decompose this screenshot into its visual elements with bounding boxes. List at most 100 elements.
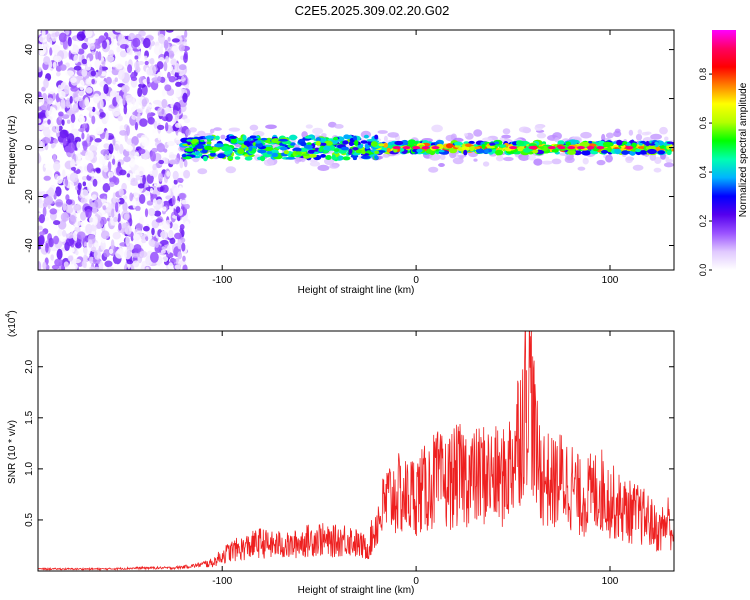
noise-blob — [45, 264, 50, 270]
noise-blob — [168, 50, 175, 59]
noise-blob — [97, 198, 102, 203]
band-blob — [289, 134, 298, 141]
halo-blob — [225, 166, 237, 174]
noise-blob — [48, 88, 56, 94]
noise-blob — [152, 132, 158, 139]
noise-blob — [71, 263, 78, 270]
noise-blob — [47, 187, 55, 198]
noise-blob — [81, 175, 88, 181]
band-blob — [198, 153, 203, 157]
x-tick-label: -100 — [212, 576, 232, 587]
band-blob — [244, 154, 249, 157]
band-blob — [557, 140, 565, 146]
halo-blob — [577, 166, 586, 171]
halo-blob — [482, 137, 493, 142]
noise-blob — [123, 86, 127, 98]
noise-blob — [96, 111, 100, 116]
noise-blob — [113, 111, 121, 116]
noise-blob — [94, 266, 100, 270]
band-blob — [255, 142, 264, 148]
noise-blob — [52, 61, 57, 69]
noise-blob — [144, 208, 149, 218]
noise-blob — [170, 58, 177, 66]
noise-blob — [139, 250, 148, 258]
noise-blob — [120, 44, 129, 49]
noise-blob — [102, 205, 106, 210]
band-blob — [353, 135, 357, 141]
noise-blob — [118, 197, 125, 205]
band-blob — [198, 141, 206, 145]
noise-blob — [113, 177, 120, 186]
halo-blob — [528, 154, 536, 161]
noise-blob — [165, 122, 169, 132]
noise-blob — [154, 242, 159, 248]
colorbar-tick-label: 0.6 — [698, 117, 708, 130]
y-tick-label: 0 — [24, 144, 35, 150]
noise-blob — [144, 55, 148, 61]
noise-blob — [38, 118, 42, 124]
snr-y-scale-label: (x104) — [5, 310, 18, 337]
noise-blob — [179, 224, 185, 230]
noise-blob — [92, 206, 98, 214]
band-blob — [285, 157, 296, 160]
halo-blob — [635, 133, 643, 141]
noise-blob — [177, 251, 182, 260]
band-blob — [606, 146, 612, 153]
noise-blob — [115, 249, 124, 259]
snr-series-line — [38, 331, 674, 571]
peak-mark — [392, 146, 401, 150]
noise-blob — [144, 60, 149, 66]
noise-blob — [182, 92, 188, 103]
noise-blob — [65, 233, 74, 239]
band-blob — [598, 140, 605, 144]
noise-blob — [108, 248, 114, 255]
noise-blob — [119, 50, 127, 58]
band-blob — [271, 138, 281, 144]
noise-blob — [102, 183, 111, 193]
noise-blob — [83, 37, 89, 42]
noise-blob — [69, 172, 79, 183]
halo-blob — [428, 166, 439, 173]
band-blob — [481, 143, 486, 149]
band-blob — [320, 142, 327, 146]
noise-blob — [165, 195, 172, 200]
spectrogram-frame — [37, 29, 675, 271]
band-blob — [289, 142, 296, 146]
noise-blob — [65, 225, 72, 232]
band-blob — [637, 146, 646, 149]
noise-blob — [99, 216, 107, 225]
noise-blob — [167, 140, 175, 147]
band-blob — [342, 156, 351, 161]
band-blob — [621, 150, 629, 155]
noise-blob — [87, 182, 92, 193]
noise-blob — [167, 36, 171, 42]
band-blob — [567, 150, 576, 155]
halo-blob — [502, 128, 511, 135]
noise-blob — [47, 103, 51, 112]
noise-blob — [60, 212, 69, 222]
halo-blob — [654, 156, 662, 164]
band-blob — [331, 154, 336, 161]
noise-blob — [148, 239, 156, 247]
noise-blob — [51, 264, 60, 270]
noise-blob — [134, 55, 139, 60]
halo-blob — [637, 129, 642, 135]
noise-blob — [113, 263, 119, 270]
noise-blob — [42, 261, 47, 270]
noise-blob — [174, 122, 182, 128]
halo-blob — [533, 158, 543, 166]
noise-blob — [120, 38, 129, 45]
noise-blob — [67, 142, 75, 154]
noise-blob — [70, 113, 76, 123]
band-blob — [304, 136, 313, 139]
noise-blob — [129, 158, 136, 168]
noise-blob — [121, 182, 127, 192]
noise-blob — [89, 144, 98, 153]
noise-blob — [107, 217, 110, 222]
band-blob — [283, 150, 289, 155]
noise-blob — [166, 170, 171, 177]
band-blob — [454, 141, 463, 146]
band-blob — [489, 142, 496, 146]
noise-blob — [179, 158, 184, 169]
